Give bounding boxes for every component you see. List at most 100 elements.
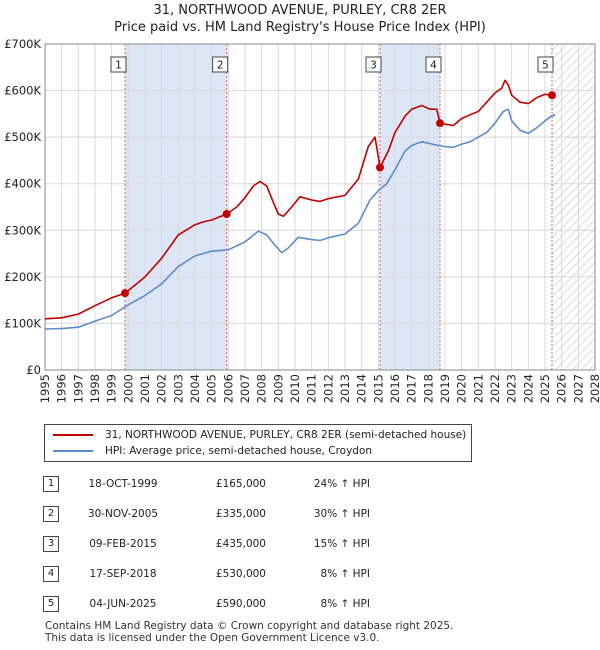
x-tick-label: 2010: [288, 374, 302, 403]
x-tick-label: 2024: [521, 374, 535, 403]
chart-title: 31, NORTHWOOD AVENUE, PURLEY, CR8 2ER: [153, 3, 447, 18]
x-tick-label: 2023: [505, 374, 519, 403]
sale-hpi-change: 24% ↑ HPI: [313, 478, 370, 490]
sale-number-badge: 1: [43, 476, 59, 492]
sale-date: 17-SEP-2018: [89, 568, 157, 580]
legend-label-property: 31, NORTHWOOD AVENUE, PURLEY, CR8 2ER (s…: [105, 429, 467, 441]
legend-item-hpi: HPI: Average price, semi-detached house,…: [53, 444, 372, 458]
legend-item-property: 31, NORTHWOOD AVENUE, PURLEY, CR8 2ER (s…: [53, 428, 466, 442]
x-tick-label: 2005: [205, 374, 219, 403]
sale-number-badge: 4: [43, 566, 59, 582]
footer-line-licence: This data is licensed under the Open Gov…: [45, 632, 380, 644]
footer-attribution: Contains HM Land Registry data © Crown c…: [45, 620, 453, 644]
plot-frame: [44, 43, 596, 371]
sale-marker-label: 4: [430, 60, 437, 72]
x-tick-label: 2025: [538, 374, 552, 403]
sale-price: £165,000: [215, 478, 266, 490]
x-tick-label: 1997: [71, 374, 85, 403]
x-tick-label: 2001: [138, 374, 152, 403]
sale-point: [436, 119, 444, 128]
sale-hpi-change: 8% ↑ HPI: [320, 598, 370, 610]
sale-number-badge: 5: [43, 596, 59, 612]
sale-row: 5 04-JUN-2025 £590,000 8% ↑ HPI: [0, 596, 600, 614]
x-tick-label: 2021: [471, 374, 485, 403]
sale-marker-label: 5: [542, 60, 549, 72]
x-tick-label: 2016: [388, 374, 402, 403]
sale-marker-badge: [365, 56, 382, 73]
x-tick-label: 2014: [355, 374, 369, 403]
y-tick-label: £300K: [4, 223, 41, 237]
x-tick-label: 2026: [555, 374, 569, 403]
forecast-hatch-area: [552, 44, 595, 370]
sale-hpi-change: 30% ↑ HPI: [313, 508, 370, 520]
x-tick-label: 2027: [571, 374, 585, 403]
x-tick-label: 2006: [221, 374, 235, 403]
sale-date: 18-OCT-1999: [88, 478, 158, 490]
sale-marker-label: 3: [370, 60, 377, 72]
x-tick-label: 2012: [321, 374, 335, 403]
sale-date: 30-NOV-2005: [87, 508, 159, 520]
x-tick-label: 2007: [238, 374, 252, 403]
y-tick-label: £700K: [4, 37, 41, 51]
sale-price: £335,000: [215, 508, 266, 520]
x-tick-label: 2002: [155, 374, 169, 403]
x-tick-label: 1998: [88, 374, 102, 403]
sale-row: 4 17-SEP-2018 £530,000 8% ↑ HPI: [0, 566, 600, 584]
sale-point: [548, 91, 556, 100]
chart-subtitle: Price paid vs. HM Land Registry's House …: [114, 20, 486, 35]
y-tick-label: £0: [26, 363, 41, 377]
x-tick-label: 2004: [188, 374, 202, 403]
sale-price: £435,000: [215, 538, 266, 550]
y-tick-label: £600K: [4, 84, 41, 98]
sale-point: [376, 163, 384, 172]
sale-number-badge: 3: [43, 536, 59, 552]
x-tick-label: 1999: [105, 374, 119, 403]
sale-date: 04-JUN-2025: [89, 598, 157, 610]
x-tick-label: 2003: [171, 374, 185, 403]
x-tick-label: 2017: [405, 374, 419, 403]
legend-label-hpi: HPI: Average price, semi-detached house,…: [105, 445, 373, 457]
x-tick-label: 2020: [455, 374, 469, 403]
y-tick-label: £400K: [4, 177, 41, 191]
sale-point: [222, 209, 231, 218]
y-tick-label: £500K: [4, 130, 41, 144]
sale-hpi-change: 15% ↑ HPI: [313, 538, 370, 550]
y-tick-label: £200K: [4, 270, 41, 284]
price-chart: £0 £100K £200K £300K £400K £500K £600K £700K 199…: [4, 37, 600, 403]
x-tick-label: 2008: [255, 374, 269, 403]
x-tick-label: 2018: [421, 374, 435, 403]
sale-marker-label: 2: [217, 60, 224, 72]
sale-row: 2 30-NOV-2005 £335,000 30% ↑ HPI: [0, 506, 600, 524]
x-tick-label: 2022: [488, 374, 502, 403]
sale-marker-badge: [425, 56, 442, 73]
sale-marker-label: 1: [115, 60, 122, 72]
sale-row: 3 09-FEB-2015 £435,000 15% ↑ HPI: [0, 536, 600, 554]
legend-swatch-property: [53, 434, 93, 436]
sale-price: £530,000: [215, 568, 266, 580]
x-tick-label: 2028: [588, 374, 600, 403]
x-tick-label: 2015: [371, 374, 385, 403]
sale-price: £590,000: [215, 598, 266, 610]
sale-row: 1 18-OCT-1999 £165,000 24% ↑ HPI: [0, 476, 600, 494]
x-tick-label: 1996: [55, 374, 69, 403]
x-tick-label: 2000: [121, 374, 135, 403]
sale-marker-badge: [212, 56, 229, 73]
chart-legend: 31, NORTHWOOD AVENUE, PURLEY, CR8 2ER (s…: [44, 424, 472, 462]
x-tick-label: 2011: [305, 374, 319, 403]
x-tick-label: 2019: [438, 374, 452, 403]
sale-marker-badge: [110, 56, 127, 73]
sale-marker-badge: [537, 56, 554, 73]
x-tick-label: 1995: [38, 374, 52, 403]
sale-period-band: [125, 44, 227, 370]
sale-date: 09-FEB-2015: [89, 538, 157, 550]
legend-swatch-hpi: [53, 450, 93, 452]
sale-number-badge: 2: [43, 506, 59, 522]
property-price-line: [44, 79, 556, 320]
sale-hpi-change: 8% ↑ HPI: [320, 568, 370, 580]
hpi-line: [44, 108, 556, 330]
footer-line-copyright: Contains HM Land Registry data © Crown c…: [45, 620, 454, 632]
x-tick-label: 2009: [271, 374, 285, 403]
y-tick-label: £100K: [4, 316, 41, 330]
x-tick-label: 2013: [338, 374, 352, 403]
sale-point: [121, 289, 129, 298]
